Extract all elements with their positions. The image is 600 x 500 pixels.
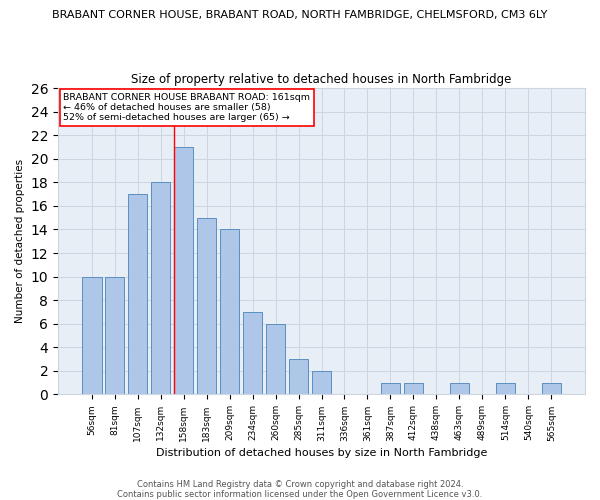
Bar (404, 382, 423, 394)
Bar (174, 147, 193, 394)
Text: BRABANT CORNER HOUSE BRABANT ROAD: 161sqm
← 46% of detached houses are smaller (: BRABANT CORNER HOUSE BRABANT ROAD: 161sq… (63, 92, 310, 122)
Text: Contains public sector information licensed under the Open Government Licence v3: Contains public sector information licen… (118, 490, 482, 499)
X-axis label: Distribution of detached houses by size in North Fambridge: Distribution of detached houses by size … (156, 448, 487, 458)
Bar (289, 359, 308, 394)
Bar (243, 312, 262, 394)
Bar (105, 276, 124, 394)
Bar (151, 182, 170, 394)
Y-axis label: Number of detached properties: Number of detached properties (15, 159, 25, 324)
Text: BRABANT CORNER HOUSE, BRABANT ROAD, NORTH FAMBRIDGE, CHELMSFORD, CM3 6LY: BRABANT CORNER HOUSE, BRABANT ROAD, NORT… (52, 10, 548, 20)
Title: Size of property relative to detached houses in North Fambridge: Size of property relative to detached ho… (131, 72, 512, 86)
Bar (312, 371, 331, 394)
Bar (449, 382, 469, 394)
Bar (220, 230, 239, 394)
Bar (82, 276, 101, 394)
Bar (542, 382, 561, 394)
Bar (197, 218, 217, 394)
Bar (266, 324, 286, 394)
Bar (128, 194, 148, 394)
Text: Contains HM Land Registry data © Crown copyright and database right 2024.: Contains HM Land Registry data © Crown c… (137, 480, 463, 489)
Bar (380, 382, 400, 394)
Bar (496, 382, 515, 394)
